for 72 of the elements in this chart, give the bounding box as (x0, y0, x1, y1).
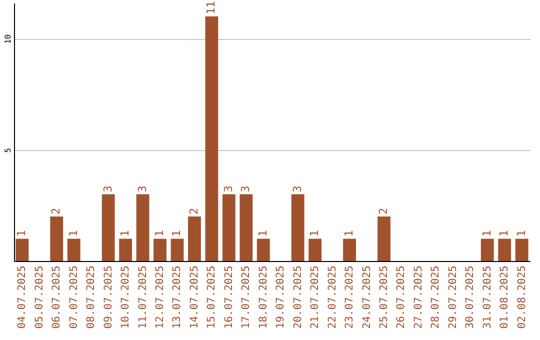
y-tick-label: 10 (4, 34, 12, 44)
bar (205, 16, 218, 261)
bar (170, 238, 184, 261)
x-tick-label: 22.07.2025 (326, 266, 338, 329)
x-tick-label: 15.07.2025 (206, 266, 218, 329)
bar (222, 194, 236, 261)
bar (378, 216, 390, 261)
x-tick-label: 26.07.2025 (395, 266, 408, 329)
data-label: 3 (136, 186, 149, 192)
data-label: 11 (204, 1, 218, 14)
x-tick-label: 17.07.2025 (240, 266, 252, 329)
x-tick-label: 14.07.2025 (188, 266, 200, 329)
x-tick-label: 27.07.2025 (412, 266, 424, 329)
data-label: 1 (514, 230, 528, 237)
x-tick-label: 16.07.2025 (222, 266, 235, 329)
y-tick-label: 5 (4, 148, 12, 153)
data-label: 1 (498, 230, 511, 237)
data-label: 1 (480, 230, 494, 237)
data-label: 3 (222, 186, 235, 192)
bar (119, 238, 132, 261)
x-tick-label: 19.07.2025 (274, 266, 287, 329)
data-label: 1 (170, 230, 184, 237)
data-label: 2 (187, 208, 200, 215)
x-tick-label: 01.08.2025 (498, 266, 511, 329)
data-label: 2 (376, 208, 390, 215)
data-label: 1 (342, 230, 356, 237)
bar (50, 216, 64, 261)
x-tick-label: 28.07.2025 (430, 266, 442, 329)
x-tick-label: 06.07.2025 (50, 266, 63, 329)
data-label: 3 (290, 186, 304, 192)
x-tick-label: 10.07.2025 (120, 266, 132, 329)
x-tick-label: 05.07.2025 (33, 266, 46, 329)
bar (16, 238, 29, 261)
x-tick-label: 29.07.2025 (446, 266, 459, 329)
data-label: 1 (66, 230, 80, 237)
bar (480, 238, 494, 261)
data-label: 1 (118, 230, 132, 237)
data-label: 2 (50, 208, 63, 215)
x-tick-label: 24.07.2025 (360, 266, 373, 329)
x-tick-label: 08.07.2025 (85, 266, 98, 329)
x-tick-label: 13.07.2025 (171, 266, 184, 329)
data-label: 3 (239, 186, 252, 192)
x-tick-label: 11.07.2025 (136, 266, 149, 329)
x-tick-label: 07.07.2025 (68, 266, 80, 329)
x-tick-label: 23.07.2025 (344, 266, 356, 329)
x-tick-label: 25.07.2025 (378, 266, 390, 329)
bar (154, 238, 166, 261)
x-tick-label: 18.07.2025 (257, 266, 270, 329)
bar (343, 238, 356, 261)
x-tick-label: 04.07.2025 (16, 266, 28, 329)
bar (256, 238, 270, 261)
bar (240, 194, 253, 261)
bar (188, 216, 201, 261)
data-label: 1 (15, 230, 28, 237)
bar (102, 194, 115, 261)
bar (308, 238, 322, 261)
bar (515, 238, 528, 261)
bar (291, 194, 304, 261)
bar (67, 238, 80, 261)
bar (498, 238, 512, 261)
data-label: 1 (256, 230, 270, 237)
data-label: 3 (101, 186, 114, 192)
data-label: 1 (153, 230, 166, 237)
x-tick-label: 09.07.2025 (102, 266, 114, 329)
x-tick-label: 21.07.2025 (309, 266, 322, 329)
x-tick-label: 30.07.2025 (464, 266, 476, 329)
x-tick-label: 12.07.2025 (154, 266, 166, 329)
x-tick-label: 31.07.2025 (481, 266, 494, 329)
data-label: 1 (308, 230, 322, 237)
x-tick-label: 02.08.2025 (516, 266, 528, 329)
bar (136, 194, 150, 261)
x-tick-label: 20.07.2025 (292, 266, 304, 329)
